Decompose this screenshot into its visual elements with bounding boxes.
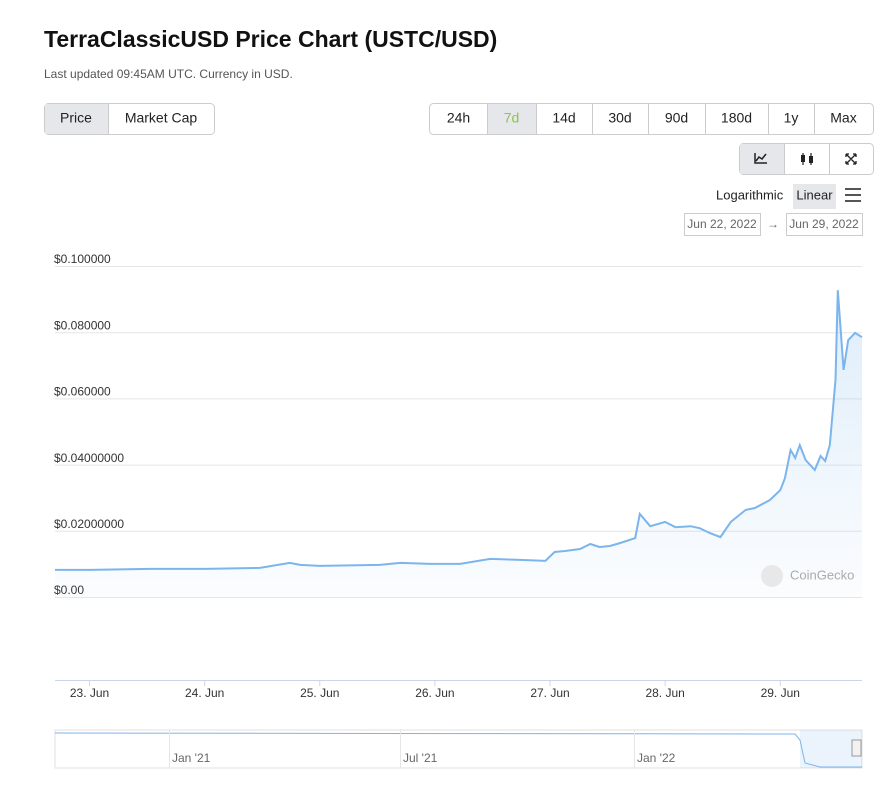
menu-icon[interactable] — [845, 188, 861, 202]
scale-button[interactable]: Logarithmic — [716, 187, 784, 202]
navigator-line — [54, 732, 862, 768]
line-chart-icon[interactable] — [754, 153, 767, 164]
title: TerraClassicUSD Price Chart (USTC/USD) — [44, 26, 497, 52]
candle-icon-body — [809, 156, 813, 163]
navigator-label: Jul '21 — [403, 751, 438, 765]
candle-icon-body — [801, 155, 805, 162]
plot: $0.00$0.02000000$0.04000000$0.060000$0.0… — [54, 252, 863, 700]
navigator: Jan '21 Jul '21 Jan '22 — [54, 729, 863, 769]
range-selected-bg — [487, 104, 536, 134]
range-frame — [429, 103, 874, 135]
range-button[interactable]: 180d — [721, 110, 752, 126]
fullscreen-icon[interactable] — [845, 153, 857, 165]
range-button[interactable]: 24h — [447, 110, 470, 126]
range-button[interactable]: 90d — [665, 110, 688, 126]
x-tick-label: 28. Jun — [645, 686, 684, 700]
y-tick-label: $0.02000000 — [54, 517, 124, 531]
x-tick-label: 27. Jun — [530, 686, 569, 700]
tab-button[interactable]: Market Cap — [125, 110, 198, 126]
date-from: Jun 22, 2022 — [687, 217, 757, 231]
tab-selected-bg — [45, 104, 108, 134]
range-button[interactable]: 7d — [504, 110, 520, 126]
x-tick-label: 24. Jun — [185, 686, 224, 700]
tab-button[interactable]: Price — [60, 110, 92, 126]
range-button[interactable]: 14d — [552, 110, 575, 126]
y-tick-label: $0.100000 — [54, 252, 111, 266]
price-line — [55, 290, 863, 571]
chart-style-buttons — [739, 143, 874, 175]
x-tick-label: 25. Jun — [300, 686, 339, 700]
subtitle: Last updated 09:45AM UTC. Currency in US… — [44, 67, 293, 81]
date-to: Jun 29, 2022 — [789, 217, 859, 231]
watermark-logo — [761, 565, 783, 587]
x-tick-label: 29. Jun — [761, 686, 800, 700]
y-tick-label: $0.080000 — [54, 318, 111, 332]
date-input[interactable] — [786, 213, 863, 236]
range-button[interactable]: Max — [830, 110, 856, 126]
y-tick-label: $0.04000000 — [54, 451, 124, 465]
navigator-label: Jan '21 — [172, 751, 211, 765]
metric-tabs: Price Market Cap — [44, 103, 215, 135]
area-fill — [55, 290, 862, 597]
date-arrow: → — [767, 217, 779, 231]
range-button[interactable]: 1y — [784, 110, 799, 126]
navigator-handle[interactable] — [851, 739, 862, 757]
scale-button[interactable]: Linear — [796, 187, 833, 202]
date-input[interactable] — [684, 213, 761, 236]
scale-selected-bg — [793, 184, 836, 209]
range-button[interactable]: 30d — [608, 110, 631, 126]
navigator-label: Jan '22 — [637, 751, 676, 765]
y-tick-label: $0.060000 — [54, 385, 111, 399]
x-tick-label: 23. Jun — [70, 686, 109, 700]
navigator-frame — [54, 729, 863, 769]
watermark: CoinGecko — [790, 567, 854, 582]
x-tick-label: 26. Jun — [415, 686, 454, 700]
range-buttons: 24h 7d 14d 30d 90d 180d 1y Max — [429, 103, 874, 135]
